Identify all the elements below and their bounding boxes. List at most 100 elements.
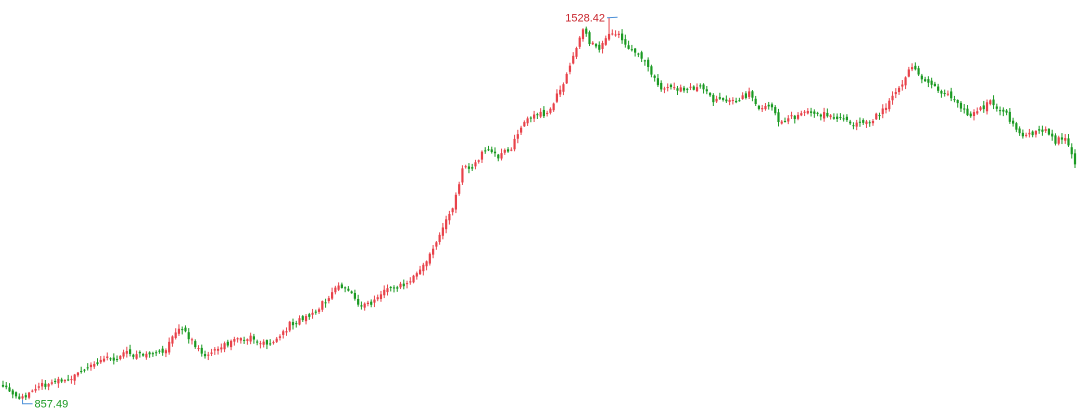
candle-body [1044, 129, 1047, 131]
candle-body [269, 343, 272, 345]
candle-body [14, 392, 18, 397]
candle-body [552, 103, 555, 111]
candle-body [780, 121, 783, 124]
candle-body [731, 99, 734, 101]
candle-body [598, 44, 601, 50]
candle-body [73, 374, 76, 381]
candle-body [816, 112, 819, 114]
candle-body [803, 111, 806, 113]
candle-body [943, 92, 946, 94]
candle-body [594, 44, 598, 47]
candle-body [904, 77, 907, 86]
candle-body [617, 33, 620, 35]
candle-body [572, 55, 575, 64]
candle-body [115, 359, 119, 361]
candle-body [754, 98, 757, 104]
candle-body [168, 341, 171, 353]
candle-body [839, 117, 842, 119]
candle-body [950, 91, 953, 99]
candle-body [809, 111, 813, 113]
candle-body [510, 149, 513, 151]
candle-body [484, 150, 487, 152]
candle-body [428, 253, 431, 264]
candle-body [774, 107, 777, 114]
candle-body [102, 358, 106, 362]
candle-body [376, 297, 379, 300]
candle-body [536, 114, 539, 116]
candle-body [656, 78, 660, 86]
candle-body [989, 100, 992, 105]
candle-body [226, 341, 229, 346]
candle-body [164, 350, 168, 354]
candle-body [334, 287, 337, 293]
candle-body [777, 112, 780, 123]
candle-body [637, 53, 640, 55]
candle-body [751, 91, 754, 98]
candle-body [177, 328, 181, 334]
candle-body [673, 87, 676, 89]
candle-body [216, 348, 220, 351]
candle-body [669, 84, 673, 88]
candle-body [441, 227, 444, 236]
candle-body [705, 89, 708, 92]
candle-body [125, 351, 128, 354]
candle-body [151, 353, 154, 355]
candle-body [845, 116, 849, 121]
candle-body [83, 369, 86, 371]
candle-body [744, 93, 748, 98]
candle-body [27, 392, 31, 398]
candle-body [715, 98, 718, 102]
candle-body [1041, 129, 1044, 132]
candle-body [1018, 128, 1021, 134]
candle-body [236, 338, 239, 340]
candle-body [109, 358, 112, 360]
candle-body [702, 84, 705, 90]
candle-body [624, 39, 627, 45]
candle-body [526, 118, 529, 124]
candle-body [1057, 137, 1060, 144]
candle-body [546, 112, 549, 114]
candle-body [686, 88, 689, 90]
candle-body [614, 34, 617, 36]
candle-body [357, 298, 360, 305]
candle-body [666, 87, 669, 89]
candle-body [383, 289, 386, 296]
candle-body [500, 153, 503, 159]
candle-body [972, 112, 976, 117]
candle-body [787, 118, 790, 122]
candle-body [93, 363, 96, 367]
candle-body [418, 269, 422, 275]
candle-body [112, 357, 115, 361]
candle-body [516, 134, 519, 139]
candle-body [57, 378, 60, 384]
candle-body [233, 339, 236, 342]
candle-body [301, 316, 304, 321]
candle-body [829, 115, 832, 118]
candle-body [497, 154, 500, 159]
candle-body [855, 122, 858, 127]
candle-body [1, 384, 5, 387]
candle-body [405, 283, 409, 285]
candle-body [1047, 128, 1051, 135]
candle-body [99, 359, 102, 363]
candle-body [888, 100, 891, 110]
candle-body [353, 292, 357, 299]
candle-body [477, 160, 480, 162]
candle-body [946, 93, 950, 95]
candle-body [682, 87, 686, 91]
candle-body [161, 348, 164, 353]
candle-body [324, 302, 327, 304]
candle-body [979, 107, 982, 110]
max-annotation-leader [607, 16, 618, 19]
candle-body [930, 80, 933, 85]
candle-body [155, 352, 158, 354]
candle-body [650, 66, 653, 75]
candle-body [295, 323, 298, 325]
candle-body [138, 351, 141, 354]
candle-body [523, 122, 526, 127]
candle-body [422, 264, 425, 272]
candle-body [44, 383, 47, 387]
candle-body [575, 48, 578, 57]
candle-body [392, 287, 396, 289]
candle-body [852, 125, 855, 127]
